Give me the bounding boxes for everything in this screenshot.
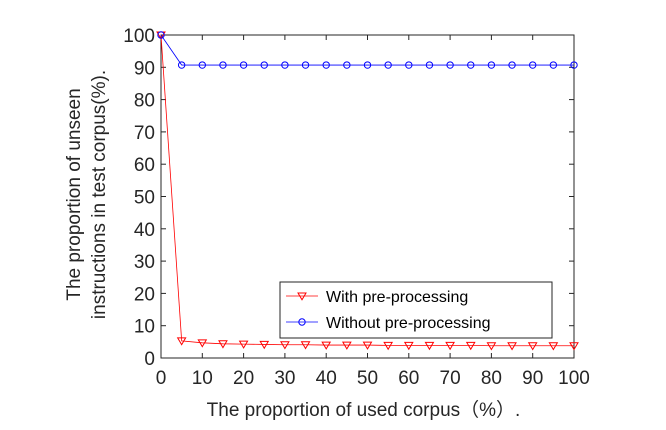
data-point [259, 340, 270, 350]
data-point [548, 342, 559, 351]
y-tick-label: 40 [134, 220, 155, 241]
data-point [549, 61, 558, 69]
legend-box [279, 281, 553, 339]
data-point [322, 61, 330, 69]
y-tick-label: 0 [144, 349, 155, 370]
data-point [239, 61, 248, 69]
data-point [341, 341, 352, 350]
data-point [198, 61, 207, 69]
data-point [197, 339, 208, 348]
legend-swatch-marker [298, 318, 306, 326]
data-point [529, 61, 537, 69]
x-axis-label: The proportion of used corpus（%）. [207, 399, 521, 421]
series-layer [156, 31, 579, 351]
series-line [160, 34, 574, 347]
data-point [424, 341, 435, 351]
data-point [260, 61, 268, 69]
x-tick-label: 60 [398, 368, 419, 389]
data-point [280, 341, 290, 350]
legend-label: Without pre-processing [326, 315, 491, 332]
data-point [300, 341, 311, 350]
legend: With pre-processing Without pre-processi… [279, 281, 553, 339]
data-point [508, 61, 516, 69]
x-tick-label: 90 [522, 368, 543, 389]
data-point [384, 61, 392, 69]
y-tick-label: 50 [134, 188, 155, 209]
data-point [177, 61, 186, 69]
series-1 [157, 31, 578, 69]
data-point [343, 61, 351, 69]
data-point [527, 342, 538, 351]
y-tick-label: 60 [134, 155, 155, 176]
series-line [160, 34, 574, 66]
data-point [218, 340, 228, 349]
data-point [467, 61, 475, 69]
y-tick-label: 80 [134, 91, 155, 112]
x-tick-label: 80 [481, 368, 502, 389]
data-point [570, 61, 578, 69]
y-axis-label-line-2: instructions in test corpus(%). [89, 70, 110, 319]
x-axis: 0 10 20 30 40 50 60 70 80 90 100 [156, 35, 590, 389]
data-point [362, 341, 373, 350]
x-tick-label: 30 [274, 368, 295, 389]
data-point [301, 61, 310, 69]
x-tick-label: 20 [233, 368, 254, 389]
x-tick-label: 0 [156, 368, 167, 389]
legend-swatch-marker [297, 292, 307, 301]
x-tick-label: 10 [192, 368, 213, 389]
data-point [487, 61, 496, 69]
data-point [281, 61, 289, 69]
y-tick-label: 90 [134, 58, 155, 79]
legend-entry-without-pre-processing: Without pre-processing [286, 315, 491, 332]
y-tick-label: 70 [134, 123, 155, 144]
data-point [425, 61, 434, 69]
legend-label: With pre-processing [326, 289, 468, 306]
data-point [569, 342, 579, 351]
x-tick-label: 70 [440, 368, 461, 389]
legend-entry-with-pre-processing: With pre-processing [286, 289, 468, 306]
data-point [507, 342, 517, 351]
data-point [445, 341, 455, 351]
data-point [321, 341, 332, 350]
x-tick-label: 100 [558, 368, 590, 389]
x-tick-label: 40 [316, 368, 337, 389]
y-tick-label: 30 [134, 252, 155, 273]
data-point [176, 337, 187, 346]
data-point [446, 61, 454, 69]
data-point [238, 340, 249, 349]
y-tick-label: 20 [134, 284, 155, 305]
y-tick-label: 10 [134, 317, 155, 338]
y-tick-label: 100 [123, 26, 155, 47]
data-point [405, 61, 413, 69]
x-tick-label: 50 [357, 368, 378, 389]
data-point [465, 341, 476, 351]
data-point [157, 31, 165, 39]
y-axis-label-line-1: The proportion of unseen [64, 88, 85, 300]
y-axis: 0 10 20 30 40 50 60 70 80 90 100 [123, 26, 574, 370]
data-point [486, 342, 497, 351]
data-point [383, 341, 394, 351]
data-point [363, 61, 372, 69]
data-point [403, 341, 414, 351]
data-point [219, 61, 227, 69]
